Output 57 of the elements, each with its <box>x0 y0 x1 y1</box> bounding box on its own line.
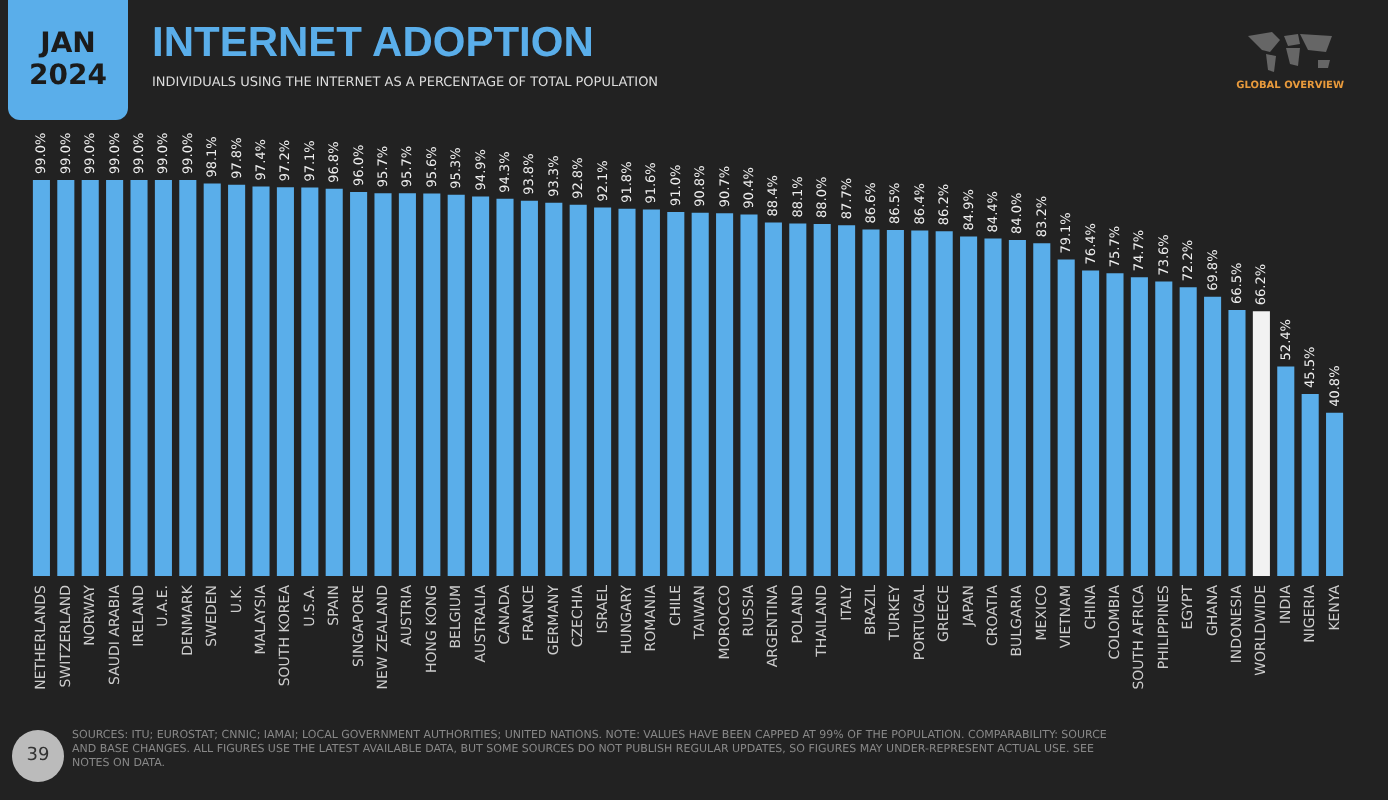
bar <box>642 209 660 576</box>
bar <box>276 187 294 576</box>
bar <box>618 208 636 576</box>
bar <box>569 204 587 576</box>
bar <box>1204 296 1222 576</box>
bar <box>81 180 99 576</box>
bar <box>203 183 221 576</box>
bar <box>1179 287 1197 576</box>
bar <box>130 180 148 576</box>
bar <box>789 223 807 576</box>
bar <box>716 213 734 576</box>
bar <box>911 230 929 576</box>
bar <box>154 180 172 576</box>
bar <box>1057 259 1075 576</box>
bar <box>667 212 685 576</box>
chart-title: INTERNET ADOPTION <box>152 20 594 68</box>
bar <box>1301 394 1319 576</box>
bar <box>764 222 782 576</box>
bar <box>1082 270 1100 576</box>
text: 39 <box>12 730 64 782</box>
bar <box>1130 277 1148 576</box>
bar <box>301 187 319 576</box>
bar <box>886 230 904 576</box>
bar <box>838 225 856 576</box>
bar <box>862 229 880 576</box>
bar <box>32 180 50 576</box>
bar <box>374 193 392 576</box>
bar <box>691 212 709 576</box>
bar <box>520 200 538 576</box>
bar <box>325 188 343 576</box>
bar <box>1277 366 1295 576</box>
bar <box>1252 311 1270 576</box>
bar <box>398 193 416 576</box>
bar <box>423 193 441 576</box>
bar <box>252 186 270 576</box>
bar <box>472 196 490 576</box>
bar <box>1033 243 1051 576</box>
bar <box>350 192 368 576</box>
bar <box>228 184 246 576</box>
bar <box>496 198 514 576</box>
bar <box>1106 273 1124 576</box>
bar <box>1008 240 1026 576</box>
bar <box>545 202 563 576</box>
bar <box>57 180 75 576</box>
bar <box>935 231 953 576</box>
bar <box>984 238 1002 576</box>
bar <box>106 180 124 576</box>
bar <box>1155 281 1173 576</box>
bar <box>179 180 197 576</box>
bar <box>1228 310 1246 576</box>
bar <box>447 194 465 576</box>
bar <box>960 236 978 576</box>
bar <box>813 224 831 576</box>
bar <box>740 214 758 576</box>
text: JAN 2024 <box>8 0 128 120</box>
bar <box>1326 412 1344 576</box>
bar <box>594 207 612 576</box>
